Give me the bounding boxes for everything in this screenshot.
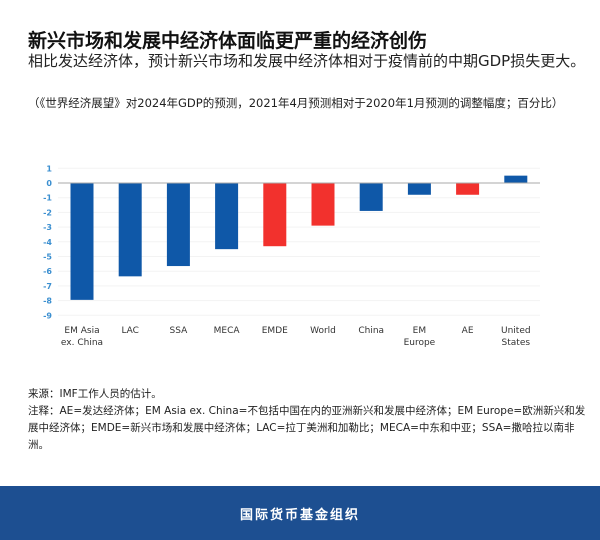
- y-tick-label: -7: [43, 282, 52, 291]
- footnote-text: 注释：AE=发达经济体；EM Asia ex. China=不包括中国在内的亚洲…: [28, 405, 586, 451]
- x-tick-label: EM Asia: [64, 326, 99, 336]
- bar: [215, 183, 239, 250]
- x-tick-label: China: [358, 326, 384, 336]
- y-tick-label: -3: [43, 223, 52, 232]
- x-tick-label: States: [502, 338, 531, 348]
- chart-note: （《世界经济展望》对2024年GDP的预测，2021年4月预测相对于2020年1…: [28, 96, 564, 110]
- bar: [456, 183, 480, 195]
- y-tick-label: -1: [43, 194, 52, 203]
- bar: [504, 175, 528, 183]
- bar: [166, 183, 190, 267]
- y-tick-label: -6: [43, 267, 52, 276]
- x-tick-label: Europe: [404, 338, 436, 348]
- bar: [311, 183, 335, 226]
- x-tick-label: EM: [413, 326, 426, 336]
- footer-label: 国际货币基金组织: [239, 507, 360, 523]
- y-tick-label: -4: [43, 238, 52, 247]
- y-tick-label: 0: [46, 179, 52, 188]
- footer-banner: 国际货币基金组织: [0, 486, 600, 540]
- subtitle: 相比发达经济体，预计新兴市场和发展中经济体相对于疫情前的中期GDP损失更大。: [28, 52, 586, 70]
- y-tick-label: -2: [43, 208, 52, 217]
- x-tick-label: World: [310, 326, 336, 336]
- x-tick-label: SSA: [170, 326, 189, 336]
- x-tick-label: United: [501, 326, 531, 336]
- source-text: 来源：IMF工作人员的估计。: [28, 388, 162, 400]
- x-tick-label: EMDE: [262, 326, 288, 336]
- bar: [407, 183, 431, 195]
- y-tick-label: -8: [43, 297, 52, 306]
- y-tick-label: 1: [46, 164, 52, 173]
- x-tick-label: MECA: [214, 326, 241, 336]
- x-tick-label: AE: [462, 326, 474, 336]
- x-tick-label: LAC: [121, 326, 139, 336]
- x-tick-label: ex. China: [61, 338, 103, 348]
- y-tick-label: -5: [43, 253, 52, 262]
- bar: [118, 183, 142, 277]
- bar: [70, 183, 94, 300]
- bar: [359, 183, 383, 211]
- bar-chart: 1 0 -1 -2 -3 -4 -5 -6 -7 -8 -9 EM Asia ex. China LAC S…: [43, 164, 540, 348]
- source-notes: 来源：IMF工作人员的估计。 注释：AE=发达经济体；EM Asia ex. C…: [28, 386, 588, 454]
- y-tick-label: -9: [43, 311, 52, 320]
- bar: [263, 183, 287, 247]
- page-title: 新兴市场和发展中经济体面临更严重的经济创伤: [28, 30, 428, 52]
